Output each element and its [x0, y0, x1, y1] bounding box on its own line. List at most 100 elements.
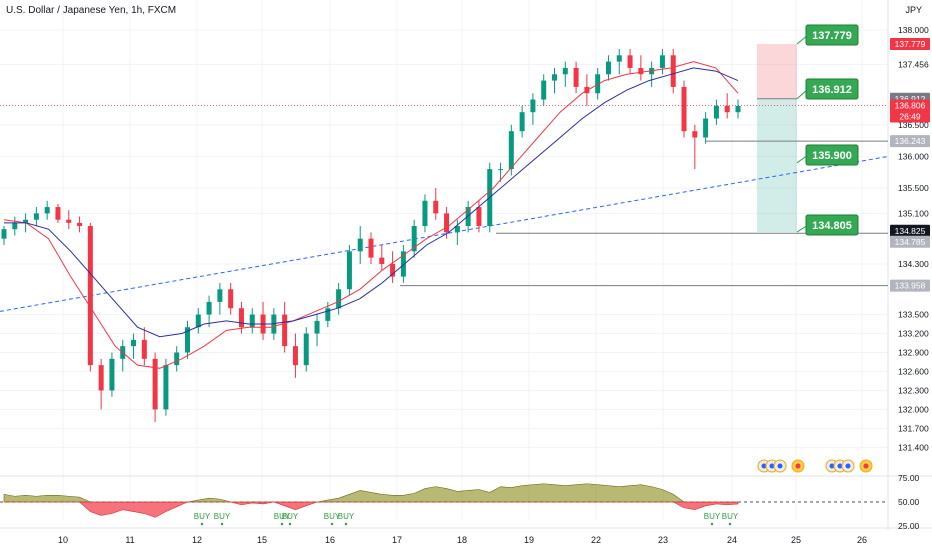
- price-badge-label: 137.779: [895, 39, 926, 49]
- buy-signal-dot: [280, 522, 284, 526]
- buy-signal-label: BUY: [274, 512, 291, 521]
- candle-body: [681, 86, 687, 132]
- price-callouts[interactable]: 137.779 136.912 135.900 134.805: [796, 24, 859, 236]
- candle-body: [659, 55, 665, 68]
- candle-body: [77, 222, 83, 227]
- time-axis[interactable]: 10 11 12 15 16 17 18 19 22 23 24 25 26: [58, 535, 867, 545]
- candle-body: [368, 238, 374, 258]
- candle-body: [357, 238, 363, 252]
- time-tick-label: 12: [192, 535, 202, 545]
- price-badge-label: 136.806: [895, 101, 926, 111]
- buy-signal-label: BUY: [194, 512, 211, 521]
- flag-icon: [829, 463, 835, 469]
- candle-body: [411, 226, 417, 252]
- candle-body: [87, 226, 93, 366]
- candle-body: [44, 207, 50, 214]
- time-tick-label: 11: [125, 535, 134, 545]
- flag-icon: [761, 463, 767, 469]
- chart-title: U.S. Dollar / Japanese Yen, 1h, FXCM: [6, 5, 177, 16]
- flag-icon: [845, 463, 851, 469]
- candle-body: [541, 80, 547, 100]
- price-callout-label: 135.900: [812, 150, 852, 162]
- candle-body: [12, 222, 18, 230]
- target-zone: [757, 98, 797, 233]
- price-badge: [890, 235, 930, 248]
- time-tick-label: 17: [392, 535, 402, 545]
- buy-signal-label: BUY: [282, 512, 299, 521]
- stop-zone: [757, 43, 797, 99]
- buy-signal-dot: [330, 522, 334, 526]
- candle-body: [292, 346, 298, 366]
- candle-body: [346, 251, 352, 290]
- oscillator-positive-area: [3, 483, 738, 503]
- buy-signal-label: BUY: [722, 512, 739, 521]
- candle-body: [336, 289, 342, 309]
- candle-body: [314, 320, 320, 334]
- flag-icon: [777, 463, 783, 469]
- candle-body: [131, 339, 137, 347]
- time-tick-label: 25: [791, 535, 801, 545]
- candle-body: [152, 358, 158, 410]
- candle-body: [519, 112, 525, 132]
- candle-body: [735, 105, 741, 113]
- candle-body: [444, 213, 450, 233]
- price-tick-label: 137.456: [898, 59, 929, 69]
- price-badge-label: 136.912: [895, 94, 926, 104]
- candle-body: [595, 74, 601, 94]
- currency-label: JPY: [905, 5, 922, 15]
- buy-signal-dot: [728, 522, 732, 526]
- candle-body: [552, 74, 557, 81]
- candle-body: [228, 289, 234, 309]
- buy-signal-label: BUY: [704, 512, 721, 521]
- price-badge-label: 133.958: [895, 281, 926, 291]
- candle-body: [433, 200, 439, 214]
- price-callout-label: 136.912: [812, 84, 852, 96]
- candle-body: [66, 219, 72, 223]
- price-badge-label: 26:49: [899, 112, 921, 122]
- candle-body: [692, 131, 698, 138]
- ma-fast-line: [3, 61, 739, 369]
- buy-signal-dot: [220, 522, 224, 526]
- candle-body: [1, 229, 7, 239]
- oscillator-tick-label: 50.00: [898, 497, 920, 507]
- candle-body: [713, 105, 719, 119]
- price-badge: [890, 37, 930, 50]
- candle-body: [724, 105, 730, 113]
- candle-body: [508, 131, 514, 170]
- candle-body: [33, 213, 39, 220]
- candle-body: [195, 314, 201, 328]
- candle-body: [325, 308, 331, 321]
- time-tick-label: 22: [591, 535, 601, 545]
- short-position-tool[interactable]: [757, 43, 797, 233]
- candle-body: [23, 219, 29, 223]
- buy-signal-dot: [710, 522, 714, 526]
- candle-body: [703, 118, 709, 138]
- flag-icon: [795, 463, 801, 469]
- price-tick-label: 138.000: [898, 25, 929, 35]
- candle-body: [638, 67, 644, 75]
- flag-icon: [863, 463, 869, 469]
- trendline-line: [0, 155, 889, 312]
- price-axis[interactable]: 138.000 137.456 136.500 136.000 135.500 135.1…: [890, 25, 930, 531]
- flag-icon: [769, 463, 775, 469]
- candle-body: [55, 207, 61, 220]
- buy-signal-label: BUY: [324, 512, 341, 521]
- price-badge-label: 134.825: [895, 226, 926, 236]
- time-tick-label: 23: [658, 535, 668, 545]
- price-tick-label: 133.200: [898, 329, 929, 339]
- candle-body: [303, 333, 309, 366]
- candle-body: [454, 226, 460, 233]
- price-badge: [890, 99, 930, 112]
- buy-signal-dot: [344, 522, 348, 526]
- candle-body: [670, 55, 676, 87]
- price-tick-label: 132.900: [898, 348, 929, 358]
- horizontal-levels[interactable]: [0, 105, 888, 287]
- trendline[interactable]: [0, 155, 889, 312]
- economic-events[interactable]: [757, 459, 873, 473]
- price-badge: [890, 279, 930, 292]
- oscillator-tick-label: 25.00: [898, 521, 920, 531]
- price-tick-label: 135.100: [898, 208, 929, 218]
- flag-icon: [837, 463, 843, 469]
